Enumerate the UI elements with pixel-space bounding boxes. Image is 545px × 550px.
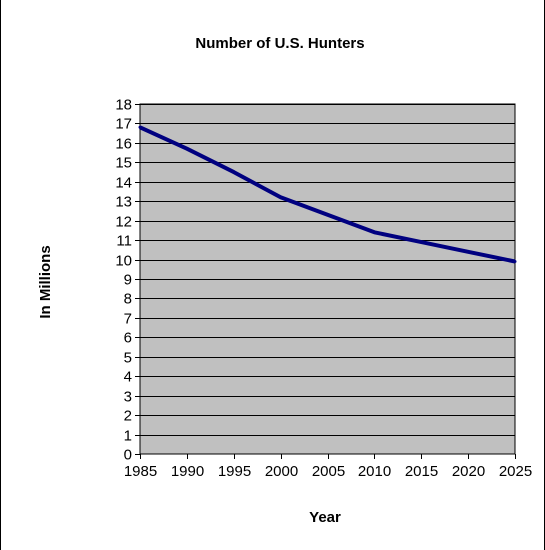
y-tick-label: 18 [115,97,132,114]
y-tick-label: 15 [115,155,132,172]
data-point [185,147,189,151]
chart-title: Number of U.S. Hunters [195,35,364,52]
y-tick-label: 6 [124,330,132,347]
x-tick-label: 2000 [265,463,298,480]
y-axis-title: In Millions [37,245,54,318]
y-tick-label: 0 [124,447,132,464]
data-point [326,213,329,217]
y-tick-label: 8 [124,291,132,308]
x-axis-ticks: 1985 1990 1995 2000 2005 2010 2015 2020 2025 [124,454,532,480]
x-tick-label: 2010 [358,463,391,480]
y-tick-label: 5 [124,350,132,367]
x-tick-label: 1990 [171,463,204,480]
y-tick-label: 4 [124,369,132,386]
x-tick-label: 2025 [499,463,532,480]
data-point [232,170,236,174]
y-tick-label: 14 [115,175,132,192]
x-tick-label: 1995 [218,463,251,480]
x-axis-title: Year [309,509,341,526]
y-tick-label: 12 [115,214,132,231]
data-point [419,240,423,244]
y-tick-label: 1 [124,428,132,445]
y-tick-label: 7 [124,311,132,328]
data-point [466,250,470,254]
gridlines [140,104,515,436]
data-point [513,260,517,263]
x-tick-label: 2015 [405,463,438,480]
x-tick-label: 2005 [312,463,345,480]
data-point [138,125,142,129]
data-point [372,230,376,234]
y-tick-label: 11 [116,233,132,250]
y-tick-label: 13 [115,194,132,211]
y-tick-label: 3 [124,389,132,406]
y-tick-label: 17 [115,116,132,133]
y-tick-label: 2 [124,408,132,425]
y-tick-label: 16 [115,136,132,153]
x-tick-label: 1985 [124,463,157,480]
y-tick-label: 9 [124,272,132,289]
series-layer [138,125,517,264]
y-tick-label: 10 [115,253,132,270]
x-tick-label: 2020 [452,463,485,480]
data-point [279,195,283,199]
